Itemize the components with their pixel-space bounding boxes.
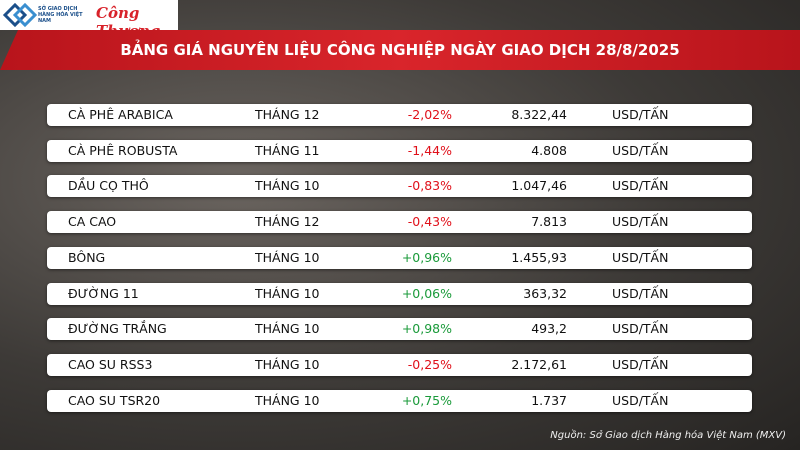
unit: USD/TẤN [612, 321, 669, 337]
price: 1.047,46 [511, 178, 567, 194]
table-row: CAO SU RSS3 THÁNG 10 -0,25% 2.172,61 USD/TẤN [47, 353, 752, 376]
change: +0,96% [401, 249, 452, 265]
change: -0,43% [407, 214, 452, 230]
commodity: BÔNG [68, 249, 106, 265]
table-row: ĐƯỜNG 11 THÁNG 10 +0,06% 363,32 USD/TẤN [47, 282, 752, 305]
contract-month: THÁNG 10 [255, 321, 320, 337]
logo-icon [3, 2, 37, 28]
table-row: CÀ PHÊ ROBUSTA THÁNG 11 -1,44% 4.808 USD/TẤN [47, 139, 752, 162]
change: -0,25% [407, 356, 452, 372]
commodity: CÀ PHÊ ARABICA [68, 107, 173, 122]
contract-month: THÁNG 10 [255, 249, 320, 265]
contract-month: THÁNG 10 [255, 285, 320, 301]
commodity: ĐƯỜNG 11 [68, 285, 139, 301]
source: Nguồn: Sở Giao dịch Hàng hóa Việt Nam (M… [550, 430, 786, 441]
unit: USD/TẤN [612, 214, 669, 230]
change: -0,83% [407, 178, 452, 194]
table-row: BÔNG THÁNG 10 +0,96% 1.455,93 USD/TẤN [47, 246, 752, 269]
table-row: CA CAO THÁNG 12 -0,43% 7.813 USD/TẤN [47, 211, 752, 234]
commodity: CAO SU RSS3 [68, 356, 153, 372]
unit: USD/TẤN [612, 249, 669, 265]
price: 493,2 [531, 321, 567, 337]
contract-month: THÁNG 11 [255, 142, 320, 158]
unit: USD/TẤN [612, 178, 669, 194]
price: 4.808 [531, 142, 567, 158]
table-row: CAO SU TSR20 THÁNG 10 +0,75% 1.737 USD/TẤN [47, 389, 752, 412]
price: 363,32 [523, 285, 567, 301]
contract-month: THÁNG 12 [255, 214, 320, 230]
table-row: ĐƯỜNG TRẮNG THÁNG 10 +0,98% 493,2 USD/TẤN [47, 318, 752, 341]
change: -2,02% [407, 107, 452, 122]
commodity: DẦU CỌ THÔ [68, 178, 149, 194]
commodity: CA CAO [68, 214, 117, 230]
unit: USD/TẤN [612, 285, 669, 301]
unit: USD/TẤN [612, 107, 669, 122]
unit: USD/TẤN [612, 142, 669, 158]
commodity: CÀ PHÊ ROBUSTA [68, 142, 178, 158]
price: 2.172,61 [511, 356, 567, 372]
title-banner [0, 30, 800, 70]
commodity: ĐƯỜNG TRẮNG [68, 321, 167, 337]
change: +0,06% [401, 285, 452, 301]
logo-text: SỞ GIAO DỊCH HÀNG HÓA VIỆT NAM [38, 6, 83, 24]
contract-month: THÁNG 10 [255, 356, 320, 372]
unit: USD/TẤN [612, 392, 669, 408]
contract-month: THÁNG 10 [255, 178, 320, 194]
table-row: DẦU CỌ THÔ THÁNG 10 -0,83% 1.047,46 USD/TẤN [47, 175, 752, 198]
price: 1.737 [531, 392, 567, 408]
price: 7.813 [531, 214, 567, 230]
price: 1.455,93 [511, 249, 567, 265]
contract-month: THÁNG 10 [255, 392, 320, 408]
change: +0,98% [401, 321, 452, 337]
contract-month: THÁNG 12 [255, 107, 320, 122]
commodity: CAO SU TSR20 [68, 392, 161, 408]
title: BẢNG GIÁ NGUYÊN LIỆU CÔNG NGHIỆP NGÀY GI… [120, 41, 680, 59]
price: 8.322,44 [511, 107, 567, 122]
unit: USD/TẤN [612, 356, 669, 372]
table-row: CÀ PHÊ ARABICA THÁNG 12 -2,02% 8.322,44 USD/… [47, 104, 752, 126]
change: -1,44% [407, 142, 452, 158]
change: +0,75% [401, 392, 452, 408]
logo-area: SỞ GIAO DỊCH HÀNG HÓA VIỆT NAM Công Thươ… [0, 0, 178, 40]
